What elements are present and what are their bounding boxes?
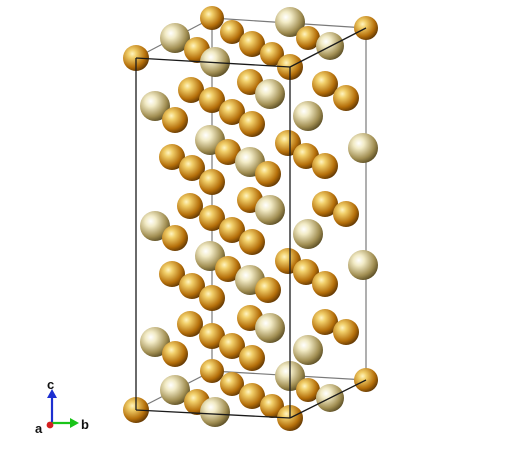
axis-b-arrowhead [70,418,79,428]
atom-khaki [160,375,190,405]
atom-gold [219,99,245,125]
atom-gold [199,323,225,349]
atom-gold [239,31,265,57]
axis-b-label: b [81,417,89,432]
atom-gold [239,111,265,137]
unit-cell-front-edges [135,27,367,419]
atom-gold [220,372,244,396]
atom-gold [215,256,241,282]
atom-khaki [348,250,378,280]
atom-gold [199,285,225,311]
cell-edge-front [135,57,291,68]
cell-edge-front [135,409,291,419]
atom-gold [199,169,225,195]
cell-edge-front [289,27,367,68]
atom-khaki [348,133,378,163]
atom-khaki [293,335,323,365]
atom-khaki [255,195,285,225]
axis-c-arrowhead [47,389,57,398]
atom-gold [296,378,320,402]
atom-khaki [255,79,285,109]
atom-gold [177,193,203,219]
atom-gold [220,20,244,44]
atom-gold [162,341,188,367]
atom-gold [260,394,284,418]
atom-gold [179,155,205,181]
atom-gold [260,42,284,66]
atom-gold [296,26,320,50]
atom-gold [178,77,204,103]
atom-gold [159,144,185,170]
atom-gold [312,71,338,97]
atom-khaki [140,327,170,357]
atom-gold [255,277,281,303]
atom-khaki [200,397,230,427]
atom-gold [179,273,205,299]
atom-gold [219,333,245,359]
atom-gold [312,191,338,217]
atom-khaki [140,91,170,121]
atom-gold [219,217,245,243]
atom-layer [123,6,378,431]
cell-edge-front [289,379,367,419]
atom-gold [239,345,265,371]
atom-gold [275,130,301,156]
atom-khaki [255,313,285,343]
atom-gold [177,311,203,337]
atom-gold [162,107,188,133]
atom-gold [333,201,359,227]
atom-gold [293,259,319,285]
atom-gold [215,139,241,165]
atom-gold [200,6,224,30]
axis-a-label: a [35,421,43,436]
atom-gold [239,383,265,409]
atom-khaki [275,7,305,37]
atom-khaki [160,23,190,53]
atom-gold [159,261,185,287]
axis-orientation-indicator: c b a [35,377,89,436]
atom-gold [333,319,359,345]
atom-gold [312,153,338,179]
axis-c-label: c [47,377,54,392]
atom-gold [239,229,265,255]
atom-gold [199,87,225,113]
atom-khaki [140,211,170,241]
atom-gold [200,359,224,383]
atom-gold [255,161,281,187]
atom-khaki [293,219,323,249]
atom-gold [162,225,188,251]
axis-a-marker [46,421,54,429]
atom-gold [312,309,338,335]
atom-khaki [293,101,323,131]
atom-gold [312,271,338,297]
atom-gold [199,205,225,231]
atom-gold [333,85,359,111]
